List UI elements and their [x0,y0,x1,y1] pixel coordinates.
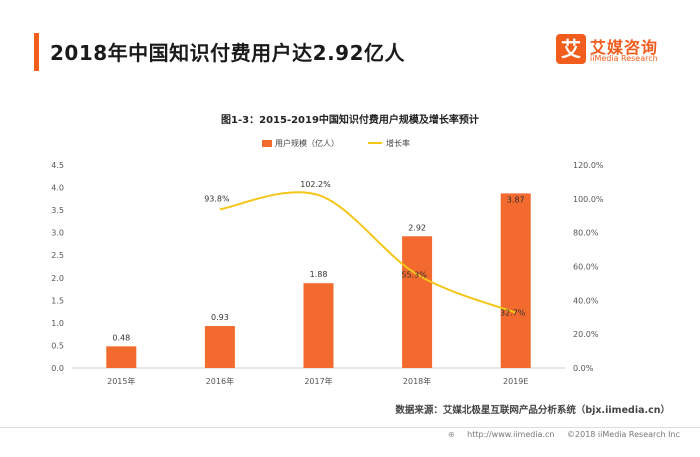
logo-name-en: iiMedia Research [590,54,658,63]
footer-url[interactable]: http://www.iimedia.cn [467,430,555,439]
page-title: 2018年中国知识付费用户达2.92亿人 [50,41,406,65]
y-left-tick-label: 1.5 [51,296,64,305]
growth-rate-label: 102.2% [300,180,331,189]
y-right-tick-label: 60.0% [573,263,599,272]
bar [500,193,531,368]
y-right-tick-label: 120.0% [573,161,604,170]
logo-mark: 艾 [556,34,586,64]
chart-title: 图1-3：2015-2019中国知识付费用户规模及增长率预计 [221,115,479,126]
x-tick-label: 2015年 [107,376,135,386]
x-tick-label: 2019E [503,377,528,386]
bar-value-label: 0.93 [211,313,229,322]
growth-rate-label: 93.8% [204,194,230,203]
y-left-tick-label: 4.0 [51,184,64,193]
y-left-tick-label: 2.0 [51,274,64,283]
footer-divider [0,427,700,428]
bar [204,326,235,368]
globe-icon: ⊕ [447,430,455,439]
growth-rate-line [219,191,517,314]
data-source: 数据来源：艾媒北极星互联网产品分析系统（bjx.iimedia.cn） [395,405,670,416]
footer: ⊕ http://www.iimedia.cn ©2018 iiMedia Re… [448,430,680,439]
y-right-tick-label: 100.0% [573,195,604,204]
growth-rate-label: 55.3% [401,270,427,279]
bar-value-label: 2.92 [408,223,426,232]
y-left-tick-label: 3.5 [51,206,64,215]
y-right-tick-label: 80.0% [573,229,599,238]
legend-label-line: 增长率 [386,138,410,148]
growth-rate-label: 32.7% [500,309,526,318]
y-left-tick-label: 3.0 [51,229,64,238]
y-left-tick-label: 4.5 [51,161,64,170]
y-left-tick-label: 0.5 [51,341,64,350]
y-left-tick-label: 0.0 [51,364,64,373]
bar-value-label: 1.88 [310,270,328,279]
bar-value-label: 0.48 [112,333,130,342]
footer-copyright: ©2018 iiMedia Research Inc [567,430,680,439]
x-tick-label: 2016年 [206,376,234,386]
legend-label-bar: 用户规模（亿人） [275,138,339,148]
y-left-tick-label: 2.5 [51,251,64,260]
y-left-tick-label: 1.0 [51,319,64,328]
legend-swatch-bar [262,140,272,147]
x-tick-label: 2017年 [304,376,332,386]
bar-value-label: 3.87 [507,195,525,204]
logo-name-cn: 艾媒咨询 [590,38,659,57]
y-right-tick-label: 40.0% [573,296,599,305]
y-right-tick-label: 20.0% [573,330,599,339]
x-tick-label: 2018年 [403,376,431,386]
title-accent-bar [34,33,39,71]
bar [402,236,433,368]
brand-logo: 艾 艾媒咨询 iiMedia Research [556,34,676,70]
bar [303,283,334,368]
y-right-tick-label: 0.0% [573,364,594,373]
bar [106,346,137,368]
